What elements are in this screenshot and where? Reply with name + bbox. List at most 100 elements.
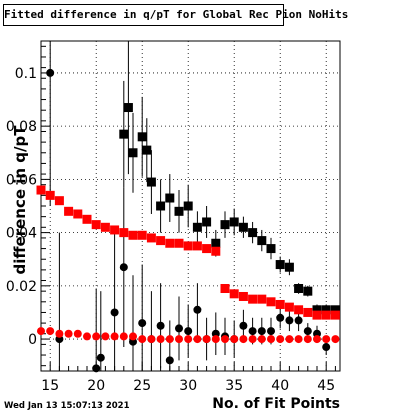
data-point bbox=[230, 335, 239, 344]
data-point bbox=[202, 244, 212, 254]
data-point bbox=[285, 335, 294, 344]
data-point bbox=[138, 335, 147, 344]
data-point bbox=[37, 327, 45, 336]
data-point bbox=[146, 233, 156, 243]
data-point bbox=[119, 129, 129, 139]
data-point bbox=[202, 335, 211, 344]
data-point bbox=[147, 335, 156, 344]
data-point bbox=[91, 220, 101, 230]
y-tick-label: 0 bbox=[28, 332, 37, 348]
y-axis-label: difference in q/pT bbox=[11, 125, 29, 275]
data-point bbox=[267, 327, 275, 336]
data-point bbox=[303, 327, 312, 336]
data-point bbox=[275, 260, 285, 270]
data-point bbox=[175, 335, 183, 344]
data-point bbox=[330, 305, 340, 315]
data-point bbox=[322, 335, 331, 344]
x-tick-label: 45 bbox=[317, 378, 335, 394]
data-point bbox=[119, 263, 128, 272]
data-point bbox=[211, 335, 220, 344]
data-point bbox=[202, 217, 212, 227]
data-point bbox=[294, 305, 304, 315]
data-point bbox=[312, 305, 322, 315]
data-point bbox=[156, 321, 165, 330]
data-point bbox=[238, 291, 248, 301]
data-point bbox=[257, 335, 266, 344]
data-point bbox=[156, 201, 166, 211]
data-point bbox=[313, 335, 321, 344]
data-point bbox=[294, 335, 303, 344]
data-point bbox=[156, 236, 166, 246]
data-point bbox=[220, 220, 230, 230]
data-point bbox=[184, 327, 193, 336]
data-point bbox=[220, 284, 230, 293]
data-point bbox=[110, 225, 120, 235]
data-point bbox=[165, 335, 174, 344]
x-tick-label: 35 bbox=[225, 378, 243, 394]
data-point bbox=[64, 206, 74, 216]
data-point bbox=[248, 294, 258, 304]
chart-title: Fitted difference in q/pT for Global Rec… bbox=[3, 4, 348, 26]
data-point bbox=[100, 222, 110, 232]
data-point bbox=[257, 236, 267, 246]
x-tick-label: 25 bbox=[133, 378, 151, 394]
data-point bbox=[276, 335, 285, 344]
data-point bbox=[192, 222, 202, 232]
data-point bbox=[229, 217, 239, 227]
data-point bbox=[275, 299, 285, 309]
data-point bbox=[211, 238, 221, 248]
y-tick-label: 0.04 bbox=[6, 226, 37, 242]
data-point bbox=[73, 329, 82, 338]
data-point bbox=[110, 332, 119, 341]
data-point bbox=[165, 238, 175, 248]
data-point bbox=[174, 238, 184, 248]
data-point bbox=[221, 335, 229, 344]
data-point bbox=[303, 307, 313, 317]
data-point bbox=[64, 329, 73, 338]
data-point bbox=[303, 335, 312, 344]
timestamp: Wed Jan 13 15:07:13 2021 bbox=[4, 401, 130, 411]
data-point bbox=[92, 364, 101, 373]
data-point bbox=[312, 310, 322, 320]
data-point bbox=[36, 185, 46, 195]
data-point bbox=[294, 284, 304, 293]
data-point bbox=[294, 316, 303, 325]
data-point bbox=[211, 246, 221, 256]
data-point bbox=[146, 177, 156, 187]
data-point bbox=[83, 332, 91, 341]
data-point bbox=[266, 244, 276, 254]
data-point bbox=[248, 335, 257, 344]
data-point bbox=[331, 335, 340, 344]
data-point bbox=[101, 332, 110, 341]
x-axis-label: No. of Fit Points bbox=[212, 396, 340, 412]
data-point bbox=[303, 286, 313, 296]
x-tick-label: 15 bbox=[41, 378, 59, 394]
data-point bbox=[229, 289, 239, 299]
data-point bbox=[119, 332, 128, 341]
y-tick-label: 0.06 bbox=[6, 172, 37, 188]
data-point bbox=[165, 193, 175, 203]
data-point bbox=[285, 316, 294, 325]
data-point bbox=[73, 209, 83, 219]
data-point bbox=[267, 335, 275, 344]
data-point bbox=[266, 297, 276, 307]
y-tick-label: 0.08 bbox=[6, 119, 37, 135]
y-tick-label: 0.1 bbox=[15, 66, 37, 82]
data-point bbox=[248, 327, 257, 336]
data-point bbox=[138, 319, 147, 328]
data-point bbox=[175, 324, 183, 333]
data-point bbox=[137, 230, 147, 240]
data-point bbox=[119, 228, 129, 238]
data-point bbox=[110, 308, 119, 317]
data-point bbox=[142, 145, 152, 155]
data-point bbox=[128, 230, 138, 240]
data-point bbox=[45, 190, 55, 200]
data-point bbox=[183, 201, 193, 211]
data-point bbox=[183, 241, 193, 251]
data-point bbox=[192, 241, 202, 251]
data-point bbox=[193, 305, 202, 314]
data-point bbox=[193, 335, 202, 344]
data-point bbox=[321, 305, 331, 315]
y-tick-label: 0.02 bbox=[6, 279, 37, 295]
